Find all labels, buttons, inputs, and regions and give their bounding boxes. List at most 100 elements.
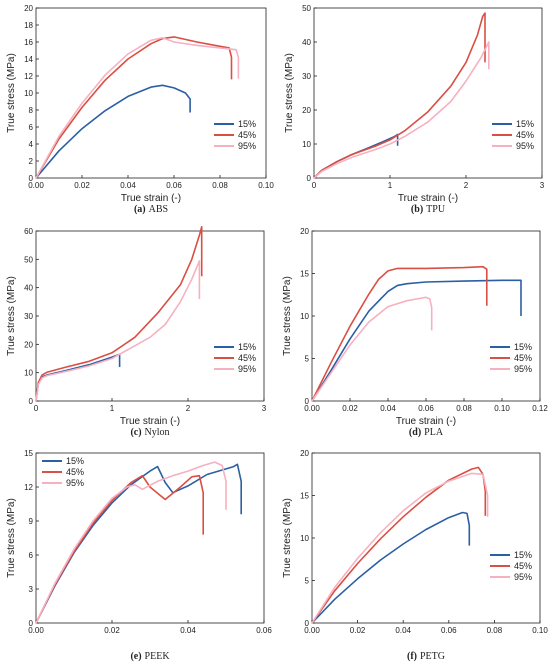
- series-line-15pct: [311, 279, 522, 402]
- y-tick-label: 20: [302, 106, 311, 115]
- legend-label: 95%: [516, 141, 534, 151]
- legend-label: 95%: [514, 572, 532, 582]
- y-tick-label: 3: [29, 585, 34, 594]
- x-tick-label: 0.00: [28, 181, 44, 190]
- series-line-95pct: [35, 259, 201, 402]
- panel-caption: (b) TPU: [411, 204, 446, 215]
- series-line-95pct: [311, 472, 489, 624]
- series-line-15pct: [35, 463, 242, 624]
- x-tick-label: 0.06: [166, 181, 182, 190]
- y-tick-label: 0: [29, 619, 34, 628]
- plot-frame: [35, 7, 267, 179]
- caption-letter: (b): [411, 204, 423, 215]
- legend-label: 45%: [514, 561, 532, 571]
- y-tick-label: 20: [300, 227, 309, 236]
- x-tick-label: 2: [186, 404, 191, 413]
- y-tick-label: 15: [300, 492, 309, 501]
- y-tick-label: 14: [24, 55, 33, 64]
- x-tick-label: 2: [464, 181, 469, 190]
- x-tick-label: 0.08: [212, 181, 228, 190]
- legend-label: 15%: [66, 456, 84, 466]
- x-tick-label: 3: [540, 181, 545, 190]
- legend-label: 95%: [514, 364, 532, 374]
- y-tick-label: 10: [302, 140, 311, 149]
- x-tick-label: 0.00: [304, 626, 320, 635]
- x-tick-label: 0.02: [342, 404, 358, 413]
- caption-name: PLA: [424, 427, 444, 438]
- x-tick-label: 0: [34, 404, 39, 413]
- panel-pla: 0.00 0.02 0.04 0.06 0.08 0.10 0.12 0 5 10 15 20 True…: [282, 227, 548, 438]
- y-tick-label: 30: [24, 312, 33, 321]
- x-tick-label: 0.00: [304, 404, 320, 413]
- series-line-45pct: [35, 36, 233, 179]
- legend-label: 15%: [238, 342, 256, 352]
- x-tick-label: 3: [262, 404, 267, 413]
- x-tick-label: 0.08: [487, 626, 503, 635]
- legend-label: 45%: [514, 353, 532, 363]
- x-axis-label: True strain (-): [120, 416, 180, 427]
- caption-letter: (f): [407, 651, 417, 662]
- caption-letter: (c): [130, 427, 141, 438]
- y-axis-label: True stress (MPa): [6, 53, 17, 133]
- legend-label: 15%: [514, 342, 532, 352]
- series-line-45pct: [313, 12, 486, 179]
- y-tick-label: 15: [300, 270, 309, 279]
- y-axis-label: True stress (MPa): [282, 276, 293, 356]
- x-tick-label: 0.02: [350, 626, 366, 635]
- legend-label: 45%: [66, 467, 84, 477]
- y-tick-label: 9: [29, 517, 34, 526]
- y-tick-label: 50: [302, 4, 311, 13]
- x-tick-label: 0.10: [258, 181, 274, 190]
- caption-name: TPU: [426, 204, 446, 215]
- x-tick-label: 0.08: [456, 404, 472, 413]
- legend-label: 45%: [516, 130, 534, 140]
- x-tick-label: 0.00: [28, 626, 44, 635]
- caption-name: PEEK: [145, 651, 171, 662]
- y-tick-label: 0: [29, 174, 34, 183]
- y-tick-label: 10: [300, 312, 309, 321]
- y-axis-label: True stress (MPa): [6, 498, 17, 578]
- series-line-45pct: [311, 466, 487, 624]
- plot-frame: [311, 230, 541, 402]
- panel-caption: (f) PETG: [407, 651, 445, 662]
- y-tick-label: 10: [24, 369, 33, 378]
- y-tick-label: 50: [24, 255, 33, 264]
- panel-caption: (e) PEEK: [130, 651, 170, 662]
- x-tick-label: 0.04: [120, 181, 136, 190]
- x-tick-label: 0.12: [532, 404, 548, 413]
- y-tick-label: 6: [29, 123, 34, 132]
- legend-label: 45%: [238, 130, 256, 140]
- legend-label: 15%: [514, 550, 532, 560]
- x-tick-label: 1: [110, 404, 115, 413]
- y-axis-label: True stress (MPa): [6, 276, 17, 356]
- y-tick-label: 0: [307, 174, 312, 183]
- series-line-95pct: [313, 41, 490, 179]
- y-axis-label: True stress (MPa): [282, 498, 293, 578]
- y-tick-label: 8: [29, 106, 34, 115]
- x-tick-label: 0.06: [256, 626, 272, 635]
- x-tick-label: 0: [312, 181, 317, 190]
- y-tick-label: 18: [24, 21, 33, 30]
- y-tick-label: 60: [24, 227, 33, 236]
- y-tick-label: 20: [24, 4, 33, 13]
- x-tick-label: 0.10: [532, 626, 548, 635]
- panel-caption: (c) Nylon: [130, 427, 169, 438]
- caption-letter: (a): [134, 204, 146, 215]
- series-line-95pct: [311, 296, 433, 402]
- y-tick-label: 0: [305, 397, 310, 406]
- x-tick-label: 1: [388, 181, 393, 190]
- caption-letter: (e): [130, 651, 141, 662]
- y-tick-label: 40: [302, 38, 311, 47]
- series-line-95pct: [35, 36, 240, 179]
- legend-label: 95%: [238, 364, 256, 374]
- panel-caption: (d) PLA: [409, 427, 444, 438]
- y-tick-label: 20: [24, 340, 33, 349]
- x-tick-label: 0.06: [418, 404, 434, 413]
- y-tick-label: 10: [300, 534, 309, 543]
- y-axis-label: True stress (MPa): [284, 53, 295, 133]
- x-tick-label: 0.06: [441, 626, 457, 635]
- x-tick-label: 0.02: [104, 626, 120, 635]
- caption-name: PETG: [420, 651, 445, 662]
- panel-caption: (a) ABS: [134, 204, 168, 215]
